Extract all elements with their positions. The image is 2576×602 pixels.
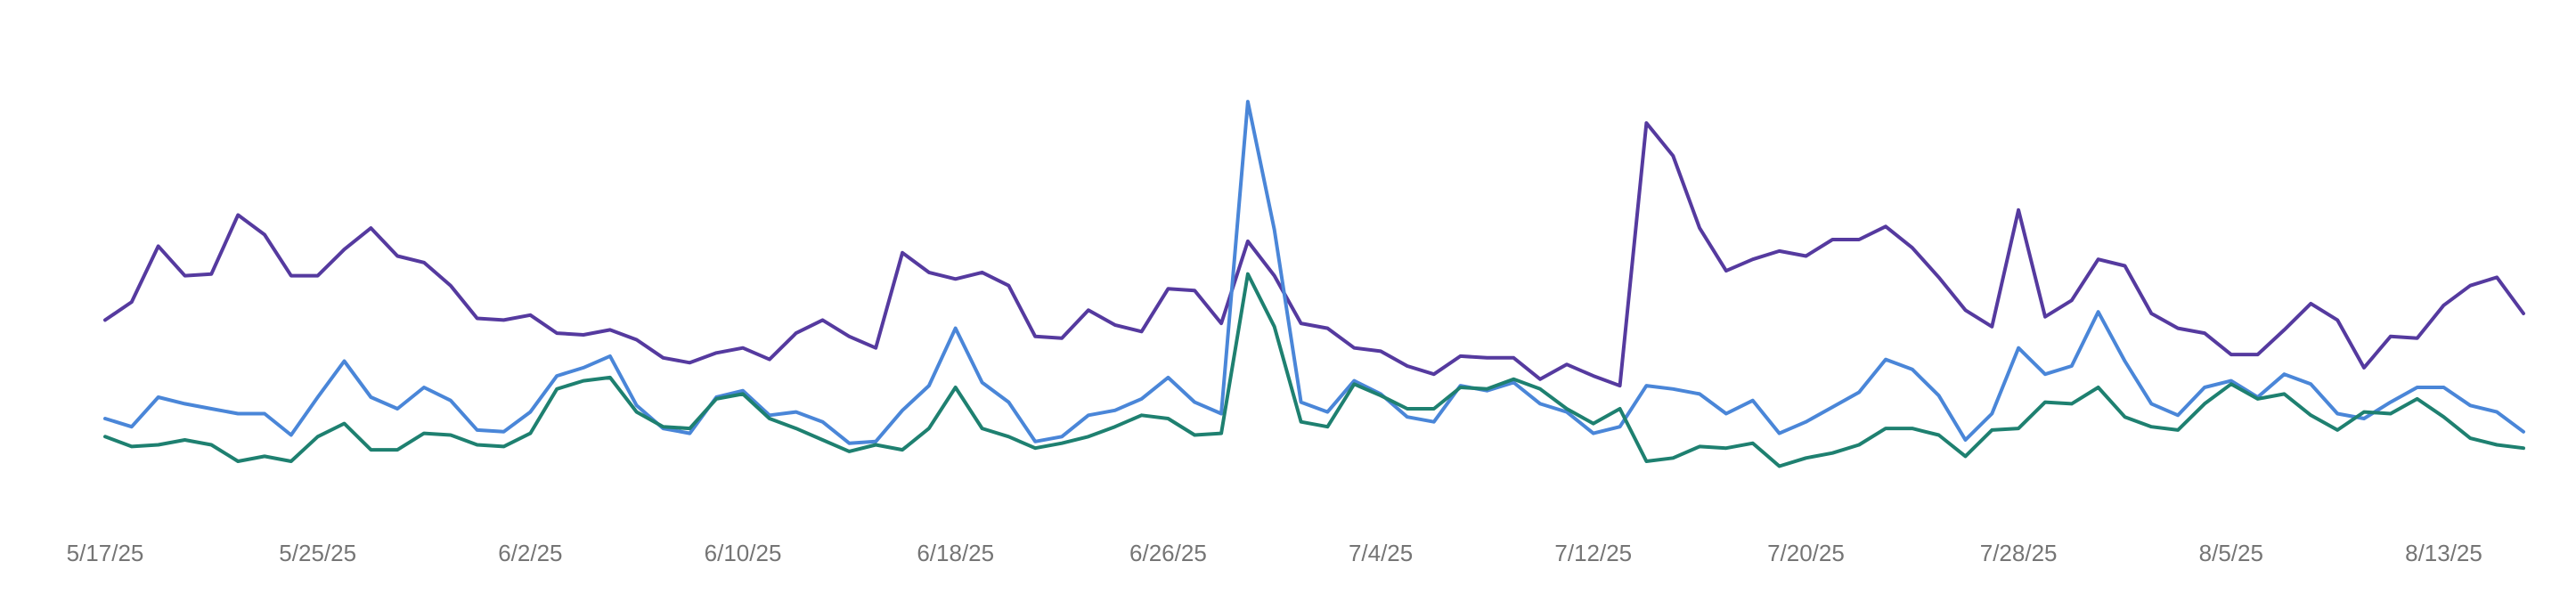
x-tick-label: 6/2/25 bbox=[498, 540, 562, 566]
x-tick-label: 5/25/25 bbox=[279, 540, 356, 566]
x-tick-label: 8/5/25 bbox=[2199, 540, 2263, 566]
series-line bbox=[103, 272, 2525, 468]
x-tick-label: 7/4/25 bbox=[1349, 540, 1413, 566]
x-tick-label: 6/10/25 bbox=[705, 540, 782, 566]
x-tick-label: 5/17/25 bbox=[67, 540, 144, 566]
x-tick-label: 7/12/25 bbox=[1554, 540, 1632, 566]
series-line bbox=[103, 100, 2525, 445]
x-tick-label: 7/28/25 bbox=[1980, 540, 2058, 566]
x-tick-label: 8/13/25 bbox=[2405, 540, 2482, 566]
x-tick-label: 7/20/25 bbox=[1767, 540, 1845, 566]
x-tick-label: 6/18/25 bbox=[917, 540, 994, 566]
x-tick-label: 6/26/25 bbox=[1129, 540, 1207, 566]
series-line bbox=[103, 121, 2525, 388]
